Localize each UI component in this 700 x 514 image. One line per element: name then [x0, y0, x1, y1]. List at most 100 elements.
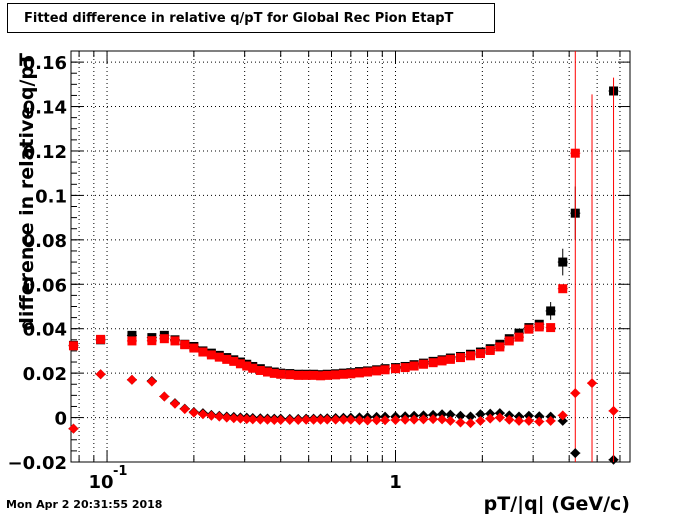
- series-1: [68, 51, 581, 462]
- data-point-diamond: [275, 415, 286, 426]
- data-point-square: [276, 369, 286, 379]
- data-point-square: [301, 370, 311, 380]
- data-point-diamond: [570, 448, 581, 459]
- data-point-diamond: [557, 410, 568, 421]
- data-point-square: [248, 363, 258, 373]
- data-point-diamond: [437, 409, 448, 420]
- data-point-diamond: [514, 415, 525, 426]
- data-point-diamond: [418, 414, 429, 425]
- y-tick-label: 0.04: [23, 320, 67, 341]
- data-point-diamond: [455, 417, 466, 428]
- data-point-square: [514, 332, 524, 342]
- data-point-diamond: [545, 415, 556, 426]
- data-point-diamond: [570, 388, 581, 399]
- data-point-square: [127, 336, 137, 346]
- data-point-square: [68, 341, 78, 351]
- data-point-diamond: [494, 412, 505, 423]
- data-point-diamond: [587, 378, 598, 389]
- data-point-square: [475, 349, 485, 359]
- data-point-diamond: [485, 408, 496, 419]
- data-point-square: [466, 351, 476, 361]
- data-point-square: [263, 367, 273, 377]
- data-point-diamond: [188, 407, 199, 418]
- data-point-square: [285, 370, 295, 380]
- data-point-square: [445, 354, 455, 364]
- data-point-diamond: [169, 398, 180, 409]
- data-point-diamond: [608, 405, 619, 416]
- data-point-square: [235, 359, 245, 369]
- data-point-square: [309, 370, 319, 380]
- data-point-diamond: [362, 415, 373, 426]
- data-point-square: [418, 359, 428, 369]
- data-point-diamond: [247, 414, 258, 425]
- data-point-diamond: [445, 415, 456, 426]
- data-point-square: [455, 353, 465, 363]
- data-point-square: [316, 371, 326, 381]
- data-point-square: [293, 370, 303, 380]
- data-point-square: [189, 343, 199, 353]
- data-point-square: [428, 358, 438, 368]
- data-point-square: [558, 257, 568, 267]
- y-tick-label: 0.14: [23, 98, 67, 119]
- data-point-diamond: [534, 411, 545, 422]
- data-point-square: [180, 340, 190, 350]
- data-point-square: [242, 361, 252, 371]
- data-point-square: [485, 345, 495, 355]
- data-point-diamond: [197, 409, 208, 420]
- data-point-diamond: [465, 418, 476, 429]
- y-tick-label: 0.16: [23, 53, 67, 74]
- data-point-diamond: [371, 415, 382, 426]
- data-point-square: [372, 366, 382, 376]
- data-point-diamond: [523, 415, 534, 426]
- y-tick-label: 0.08: [23, 231, 67, 252]
- y-tick-label: 0: [54, 409, 67, 430]
- data-point-diamond: [390, 415, 401, 426]
- data-point-square: [127, 330, 137, 340]
- data-point-diamond: [475, 415, 486, 426]
- data-point-diamond: [179, 404, 190, 415]
- data-point-square: [570, 148, 580, 158]
- data-point-diamond: [206, 410, 217, 421]
- data-point-square: [322, 370, 332, 380]
- data-point-diamond: [485, 413, 496, 424]
- data-point-square: [534, 322, 544, 332]
- data-point-diamond: [159, 391, 170, 402]
- data-point-square: [546, 306, 556, 316]
- y-axis-title: difference in relative q/pT: [16, 53, 38, 331]
- data-point-diamond: [322, 414, 333, 425]
- data-point-diamond: [380, 415, 391, 426]
- data-point-diamond: [445, 409, 456, 420]
- data-point-diamond: [428, 414, 439, 425]
- data-point-square: [206, 350, 216, 360]
- data-point-square: [147, 336, 157, 346]
- data-point-diamond: [221, 412, 232, 423]
- data-point-square: [354, 368, 364, 378]
- data-point-diamond: [409, 414, 420, 425]
- data-point-square: [437, 356, 447, 366]
- data-point-diamond: [437, 414, 448, 425]
- data-point-diamond: [146, 376, 157, 387]
- y-tick-label: −0.02: [8, 453, 68, 474]
- data-point-square: [198, 347, 208, 357]
- x-tick-label: 10: [89, 472, 114, 493]
- x-tick-label-exponent: -1: [113, 464, 127, 479]
- data-point-diamond: [315, 414, 326, 425]
- data-point-square: [409, 361, 419, 371]
- data-point-diamond: [255, 414, 266, 425]
- data-point-diamond: [284, 415, 295, 426]
- data-point-square: [214, 352, 224, 362]
- data-point-square: [400, 363, 410, 373]
- data-point-diamond: [68, 423, 79, 434]
- data-point-diamond: [345, 414, 356, 425]
- data-point-diamond: [235, 413, 246, 424]
- data-point-diamond: [338, 414, 349, 425]
- data-point-square: [255, 365, 265, 375]
- grid: [71, 51, 630, 463]
- data-point-square: [229, 356, 239, 366]
- y-tick-label: 0.02: [23, 364, 67, 385]
- data-point-diamond: [465, 411, 476, 422]
- data-point-diamond: [504, 414, 515, 425]
- data-point-diamond: [241, 414, 252, 425]
- data-point-diamond: [301, 414, 312, 425]
- y-tick-label: 0.1: [35, 186, 67, 207]
